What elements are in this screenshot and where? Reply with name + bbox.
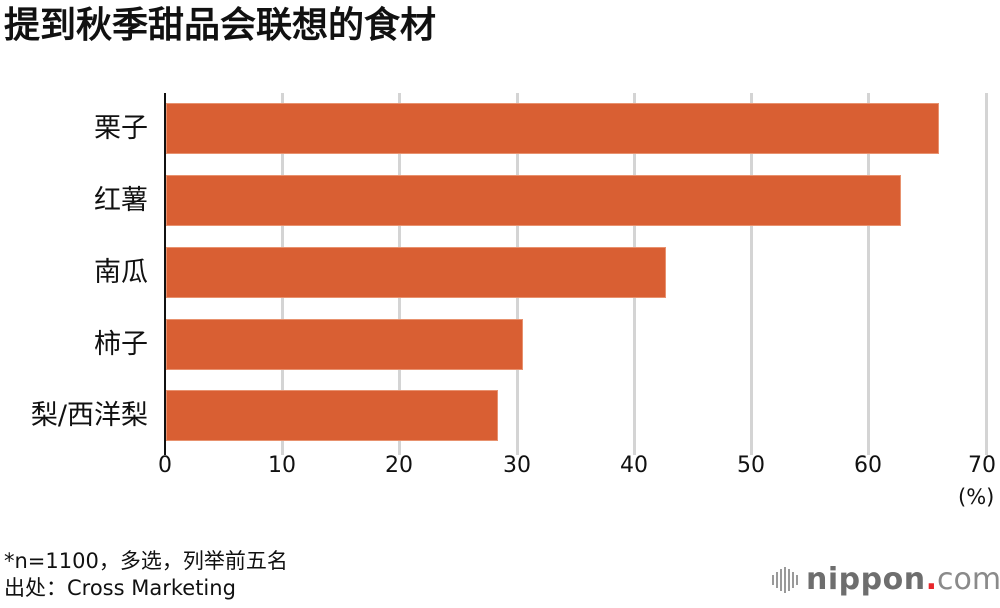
nippon-logo: nippon. com: [772, 562, 1000, 597]
x-tick-label: 50: [737, 453, 765, 478]
x-tick-label: 30: [503, 453, 531, 478]
logo-suffix: com: [936, 562, 1000, 597]
chart-title: 提到秋季甜品会联想的食材: [4, 5, 437, 46]
category-label: 红薯: [94, 185, 148, 216]
x-tick-label: 10: [268, 453, 296, 478]
category-label: 柿子: [94, 329, 148, 360]
bar-chart: 栗子 红薯 南瓜 柿子 梨/西洋梨 0 10 20 30 40 50 60 70…: [30, 93, 996, 509]
x-tick-label: 60: [854, 453, 882, 478]
logo-name: nippon: [806, 562, 926, 597]
gridline-50: [750, 93, 753, 455]
gridline-70: [985, 93, 988, 455]
y-axis-line: [164, 93, 166, 455]
category-label: 栗子: [94, 113, 148, 144]
sample-note: *n=1100，多选，列举前五名: [4, 549, 288, 573]
gridline-60: [867, 93, 870, 455]
source-note: 出处：Cross Marketing: [4, 576, 236, 600]
category-label: 梨/西洋梨: [30, 400, 148, 431]
x-tick-label: 70: [968, 453, 996, 478]
logo-dot: .: [925, 562, 937, 597]
x-tick-label: 40: [620, 453, 648, 478]
bar-pumpkin: [166, 247, 666, 298]
x-axis-unit: (%): [958, 485, 995, 509]
category-label: 南瓜: [94, 257, 148, 288]
bar-persimmon: [166, 319, 523, 370]
x-tick-label: 0: [158, 453, 172, 478]
bar-chestnut: [166, 103, 939, 154]
bar-pear: [166, 390, 498, 441]
x-tick-label: 20: [385, 453, 413, 478]
sound-wave-icon: [772, 566, 798, 593]
bar-sweet-potato: [166, 175, 901, 226]
